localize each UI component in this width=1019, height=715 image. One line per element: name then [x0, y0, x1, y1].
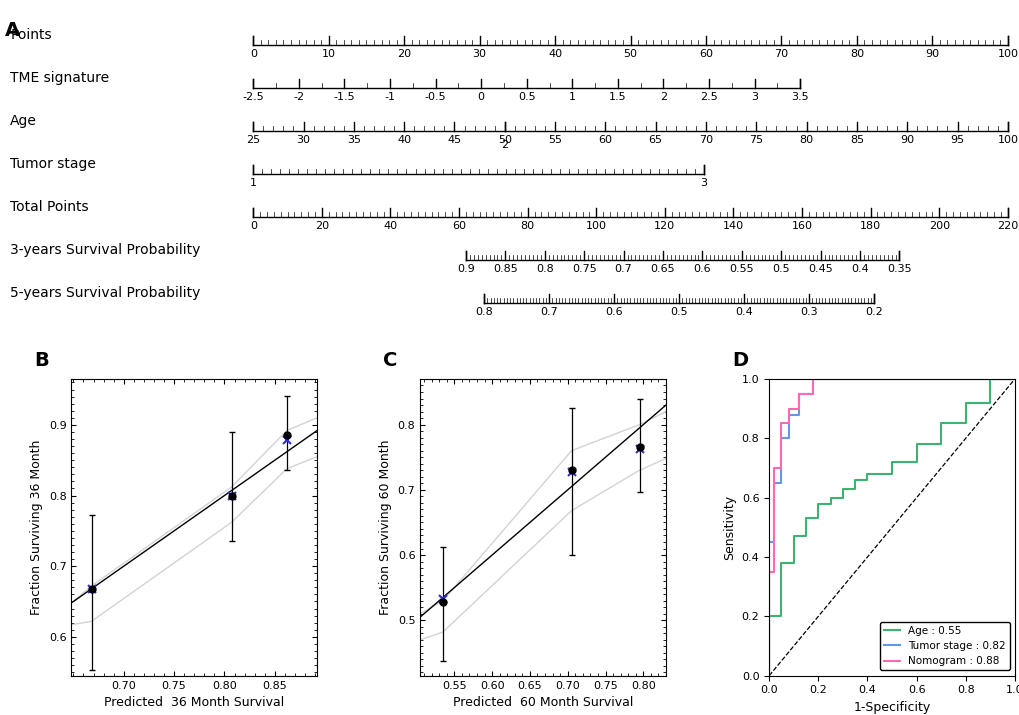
Text: 140: 140 — [722, 221, 743, 231]
Text: 85: 85 — [849, 135, 863, 145]
Text: Tumor stage: Tumor stage — [10, 157, 96, 171]
Text: 2.5: 2.5 — [699, 92, 717, 102]
Text: 90: 90 — [900, 135, 913, 145]
Text: B: B — [35, 351, 49, 370]
Text: 3: 3 — [750, 92, 757, 102]
Text: 0.4: 0.4 — [735, 307, 752, 317]
Text: 120: 120 — [653, 221, 675, 231]
Text: 50: 50 — [497, 135, 512, 145]
Text: 30: 30 — [472, 49, 486, 59]
Text: 50: 50 — [623, 49, 637, 59]
Text: Age: Age — [10, 114, 37, 128]
Text: 0.8: 0.8 — [475, 307, 492, 317]
Text: 0.55: 0.55 — [729, 265, 753, 274]
Text: 0.35: 0.35 — [887, 265, 911, 274]
Text: 20: 20 — [396, 49, 411, 59]
Text: 0.75: 0.75 — [572, 265, 596, 274]
Text: 100: 100 — [997, 49, 1017, 59]
Text: 75: 75 — [749, 135, 762, 145]
Text: 0.45: 0.45 — [807, 265, 833, 274]
Text: 0.7: 0.7 — [540, 307, 557, 317]
Text: 95: 95 — [950, 135, 964, 145]
Text: 2: 2 — [659, 92, 666, 102]
Text: 0.5: 0.5 — [518, 92, 535, 102]
Text: 55: 55 — [547, 135, 561, 145]
Text: 60: 60 — [598, 135, 611, 145]
Text: 0: 0 — [477, 92, 484, 102]
Text: 40: 40 — [396, 135, 411, 145]
Text: 1: 1 — [569, 92, 576, 102]
Text: 1.5: 1.5 — [608, 92, 626, 102]
Text: 200: 200 — [927, 221, 949, 231]
Text: 30: 30 — [297, 135, 310, 145]
Text: 0.3: 0.3 — [800, 307, 817, 317]
Text: 0: 0 — [250, 221, 257, 231]
Text: 80: 80 — [849, 49, 863, 59]
Text: -1.5: -1.5 — [333, 92, 355, 102]
Text: 20: 20 — [315, 221, 328, 231]
Legend: Age : 0.55, Tumor stage : 0.82, Nomogram : 0.88: Age : 0.55, Tumor stage : 0.82, Nomogram… — [879, 622, 1009, 671]
Text: 0.9: 0.9 — [457, 265, 475, 274]
Text: D: D — [732, 351, 748, 370]
Text: -2: -2 — [293, 92, 304, 102]
Y-axis label: Fraction Surviving 36 Month: Fraction Surviving 36 Month — [31, 440, 43, 615]
Text: 70: 70 — [698, 135, 712, 145]
Text: 220: 220 — [997, 221, 1017, 231]
Text: 80: 80 — [520, 221, 534, 231]
Text: 0.8: 0.8 — [535, 265, 553, 274]
Text: 70: 70 — [773, 49, 788, 59]
Text: 60: 60 — [451, 221, 466, 231]
Text: 3: 3 — [700, 178, 707, 188]
X-axis label: 1-Specificity: 1-Specificity — [853, 701, 929, 714]
Text: 0.7: 0.7 — [614, 265, 632, 274]
Text: 0.85: 0.85 — [492, 265, 518, 274]
Text: 100: 100 — [585, 221, 606, 231]
Text: 1: 1 — [250, 178, 257, 188]
X-axis label: Predicted  60 Month Survival: Predicted 60 Month Survival — [452, 696, 633, 709]
Text: 40: 40 — [547, 49, 561, 59]
Text: 3-years Survival Probability: 3-years Survival Probability — [10, 243, 201, 257]
Text: C: C — [383, 351, 397, 370]
Text: -0.5: -0.5 — [424, 92, 446, 102]
Text: Points: Points — [10, 28, 52, 42]
Text: 35: 35 — [346, 135, 361, 145]
Text: 0.5: 0.5 — [669, 307, 687, 317]
Text: 2: 2 — [500, 139, 507, 149]
Text: TME signature: TME signature — [10, 71, 109, 85]
Text: Total Points: Total Points — [10, 200, 89, 214]
Text: 0.4: 0.4 — [850, 265, 868, 274]
Text: 0.2: 0.2 — [864, 307, 882, 317]
Text: 60: 60 — [698, 49, 712, 59]
Text: 45: 45 — [447, 135, 461, 145]
Text: 0.6: 0.6 — [604, 307, 623, 317]
Text: 90: 90 — [924, 49, 938, 59]
Text: 0.5: 0.5 — [771, 265, 790, 274]
Text: 160: 160 — [791, 221, 812, 231]
Text: 65: 65 — [648, 135, 662, 145]
Y-axis label: Sensitivity: Sensitivity — [722, 495, 736, 560]
Text: A: A — [5, 21, 20, 40]
Text: 0: 0 — [250, 49, 257, 59]
Text: 80: 80 — [799, 135, 813, 145]
Text: -1: -1 — [384, 92, 395, 102]
Text: 10: 10 — [321, 49, 335, 59]
X-axis label: Predicted  36 Month Survival: Predicted 36 Month Survival — [104, 696, 284, 709]
Y-axis label: Fraction Surviving 60 Month: Fraction Surviving 60 Month — [379, 440, 391, 615]
Text: -2.5: -2.5 — [243, 92, 264, 102]
Text: 180: 180 — [859, 221, 880, 231]
Text: 25: 25 — [246, 135, 260, 145]
Text: 5-years Survival Probability: 5-years Survival Probability — [10, 286, 201, 300]
Text: 100: 100 — [997, 135, 1017, 145]
Text: 3.5: 3.5 — [791, 92, 808, 102]
Text: 0.65: 0.65 — [650, 265, 675, 274]
Text: 40: 40 — [383, 221, 397, 231]
Text: 0.6: 0.6 — [693, 265, 710, 274]
